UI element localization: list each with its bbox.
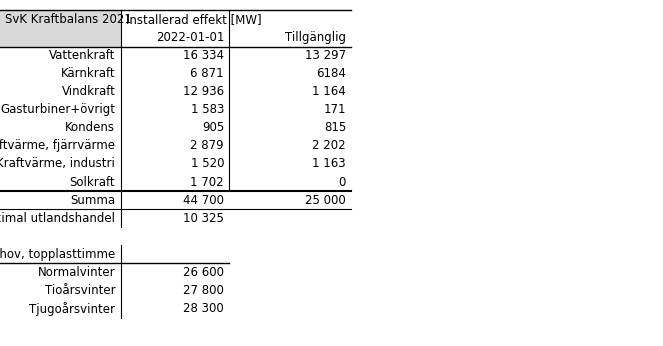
Text: Normalvinter: Normalvinter bbox=[38, 266, 115, 279]
FancyBboxPatch shape bbox=[121, 101, 351, 119]
Text: 28 300: 28 300 bbox=[184, 302, 224, 315]
Text: Tioårsvinter: Tioårsvinter bbox=[44, 284, 115, 297]
FancyBboxPatch shape bbox=[121, 10, 351, 28]
Text: Solkraft: Solkraft bbox=[70, 175, 115, 189]
FancyBboxPatch shape bbox=[0, 281, 351, 300]
Text: 6184: 6184 bbox=[316, 67, 346, 80]
Text: Maximal utlandshandel: Maximal utlandshandel bbox=[0, 212, 115, 225]
FancyBboxPatch shape bbox=[0, 245, 351, 263]
FancyBboxPatch shape bbox=[121, 28, 351, 46]
Text: 1 583: 1 583 bbox=[191, 103, 224, 116]
FancyBboxPatch shape bbox=[0, 263, 351, 281]
Text: 1 702: 1 702 bbox=[190, 175, 224, 189]
Text: 1 164: 1 164 bbox=[312, 85, 346, 98]
FancyBboxPatch shape bbox=[0, 46, 121, 65]
FancyBboxPatch shape bbox=[0, 101, 121, 119]
FancyBboxPatch shape bbox=[121, 46, 351, 65]
Text: 16 334: 16 334 bbox=[183, 49, 224, 62]
FancyBboxPatch shape bbox=[0, 65, 121, 83]
Text: Kondens: Kondens bbox=[66, 121, 115, 134]
Text: 815: 815 bbox=[324, 121, 346, 134]
Text: 2022-01-01: 2022-01-01 bbox=[156, 31, 224, 44]
Text: Tjugoårsvinter: Tjugoårsvinter bbox=[29, 301, 115, 316]
Text: Vindkraft: Vindkraft bbox=[62, 85, 115, 98]
Text: 27 800: 27 800 bbox=[183, 284, 224, 297]
Text: Kärnkraft: Kärnkraft bbox=[61, 67, 115, 80]
FancyBboxPatch shape bbox=[0, 83, 121, 101]
Text: 6 871: 6 871 bbox=[190, 67, 224, 80]
Text: SvK Kraftbalans 2021: SvK Kraftbalans 2021 bbox=[5, 13, 132, 26]
Text: 44 700: 44 700 bbox=[183, 194, 224, 207]
Text: 1 163: 1 163 bbox=[312, 157, 346, 171]
FancyBboxPatch shape bbox=[121, 137, 351, 155]
FancyBboxPatch shape bbox=[121, 83, 351, 101]
Text: 1 520: 1 520 bbox=[190, 157, 224, 171]
Text: 25 000: 25 000 bbox=[306, 194, 346, 207]
Text: Summa: Summa bbox=[70, 194, 115, 207]
Text: Tillgänglig: Tillgänglig bbox=[285, 31, 346, 44]
Text: Behov, topplasttimme: Behov, topplasttimme bbox=[0, 248, 115, 261]
FancyBboxPatch shape bbox=[0, 137, 121, 155]
Text: Gasturbiner+övrigt: Gasturbiner+övrigt bbox=[1, 103, 115, 116]
FancyBboxPatch shape bbox=[0, 209, 121, 227]
Text: 10 325: 10 325 bbox=[183, 212, 224, 225]
FancyBboxPatch shape bbox=[0, 155, 121, 173]
FancyBboxPatch shape bbox=[121, 155, 351, 173]
FancyBboxPatch shape bbox=[0, 10, 121, 28]
Text: 13 297: 13 297 bbox=[305, 49, 346, 62]
Text: Kraftvärme, fjärrvärme: Kraftvärme, fjärrvärme bbox=[0, 139, 115, 152]
Text: Kraftvärme, industri: Kraftvärme, industri bbox=[0, 157, 115, 171]
FancyBboxPatch shape bbox=[0, 28, 121, 46]
FancyBboxPatch shape bbox=[121, 173, 351, 191]
FancyBboxPatch shape bbox=[0, 191, 121, 209]
FancyBboxPatch shape bbox=[121, 209, 351, 227]
FancyBboxPatch shape bbox=[121, 191, 351, 209]
FancyBboxPatch shape bbox=[0, 318, 351, 336]
Text: 2 879: 2 879 bbox=[190, 139, 224, 152]
Text: 2 202: 2 202 bbox=[312, 139, 346, 152]
FancyBboxPatch shape bbox=[0, 227, 351, 245]
FancyBboxPatch shape bbox=[121, 119, 351, 137]
Text: Installerad effekt [MW]: Installerad effekt [MW] bbox=[126, 13, 262, 26]
FancyBboxPatch shape bbox=[0, 119, 121, 137]
Text: 0: 0 bbox=[339, 175, 346, 189]
Text: 12 936: 12 936 bbox=[183, 85, 224, 98]
Text: 905: 905 bbox=[202, 121, 224, 134]
Text: 171: 171 bbox=[324, 103, 346, 116]
FancyBboxPatch shape bbox=[121, 65, 351, 83]
FancyBboxPatch shape bbox=[0, 300, 351, 318]
Text: 26 600: 26 600 bbox=[183, 266, 224, 279]
Text: Vattenkraft: Vattenkraft bbox=[49, 49, 115, 62]
FancyBboxPatch shape bbox=[0, 173, 121, 191]
